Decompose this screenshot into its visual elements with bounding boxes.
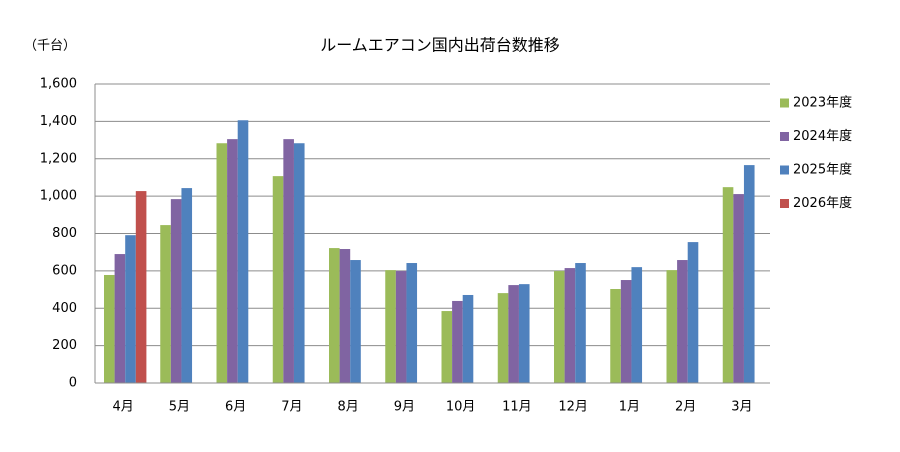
x-tick-label: 2月: [675, 400, 696, 415]
legend-label: 2024年度: [793, 128, 852, 144]
x-tick-label: 7月: [281, 400, 302, 415]
x-tick-label: 3月: [731, 400, 752, 415]
bar: [170, 199, 182, 383]
y-tick-label: 400: [52, 301, 77, 316]
bar: [125, 235, 136, 383]
y-tick-label: 1,200: [40, 151, 77, 166]
bar: [272, 176, 284, 383]
bar: [385, 270, 396, 383]
bar: [631, 267, 643, 383]
bar: [564, 268, 576, 383]
bar: [677, 260, 688, 383]
bar: [181, 188, 193, 383]
bar: [575, 263, 586, 383]
legend-swatch: [780, 165, 789, 175]
y-tick-label: 600: [52, 263, 77, 278]
chart-title: ルームエアコン国内出荷台数推移: [320, 36, 560, 55]
bar: [610, 289, 621, 383]
bar: [722, 187, 734, 383]
bar: [743, 165, 755, 383]
bar: [227, 139, 238, 383]
y-tick-label: 800: [52, 226, 77, 241]
y-tick-label: 0: [69, 376, 77, 391]
bar: [497, 293, 509, 383]
y-tick-label: 1,600: [40, 77, 77, 92]
bar: [508, 285, 519, 383]
bar: [135, 191, 147, 383]
legend-swatch: [780, 98, 789, 108]
bar: [406, 263, 418, 383]
x-tick-label: 4月: [112, 400, 133, 415]
bar: [687, 242, 699, 383]
bar: [518, 284, 530, 383]
y-tick-label: 1,000: [40, 189, 77, 204]
bar: [666, 270, 678, 383]
y-unit-label: （千台）: [24, 39, 76, 54]
legend-swatch: [780, 199, 789, 208]
bar: [160, 225, 171, 383]
bar: [350, 260, 361, 383]
x-tick-label: 8月: [337, 400, 358, 415]
y-tick-label: 1,400: [40, 114, 77, 129]
bar: [237, 120, 249, 383]
bar: [452, 300, 463, 383]
legend-swatch: [780, 132, 789, 141]
bar: [329, 248, 340, 383]
bar: [114, 254, 126, 383]
x-tick-label: 11月: [502, 400, 532, 415]
bar: [441, 311, 453, 383]
bar: [293, 143, 305, 383]
bar: [339, 249, 351, 383]
x-tick-label: 1月: [619, 400, 640, 415]
x-tick-label: 6月: [225, 400, 246, 415]
x-tick-label: 9月: [394, 400, 415, 415]
x-tick-label: 12月: [558, 400, 588, 415]
bar: [554, 271, 565, 383]
legend-label: 2026年度: [793, 195, 852, 211]
x-tick-label: 5月: [169, 400, 190, 415]
legend-label: 2023年度: [793, 95, 852, 111]
legend-label: 2025年度: [793, 162, 852, 178]
bar: [620, 280, 632, 383]
bar: [462, 294, 474, 383]
x-tick-label: 10月: [446, 400, 476, 415]
bar: [733, 194, 744, 383]
bar: [216, 143, 228, 383]
bar: [395, 271, 407, 383]
bar: [283, 139, 294, 383]
y-tick-label: 200: [52, 338, 77, 353]
bar: [104, 274, 115, 383]
